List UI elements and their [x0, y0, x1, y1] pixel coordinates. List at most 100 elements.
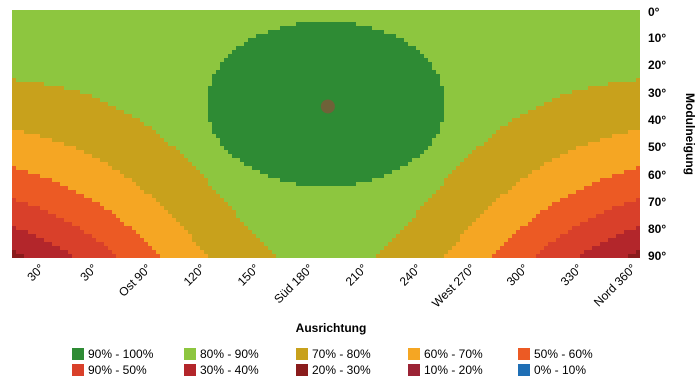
heatmap-cell [92, 166, 97, 171]
heatmap-cell [232, 38, 237, 43]
heatmap-cell [264, 134, 269, 139]
heatmap-cell [48, 86, 53, 91]
heatmap-cell [296, 194, 301, 199]
heatmap-cell [56, 26, 61, 31]
heatmap-cell [276, 118, 281, 123]
heatmap-cell [256, 82, 261, 87]
heatmap-cell [240, 122, 245, 127]
heatmap-cell [16, 86, 21, 91]
heatmap-cell [272, 70, 277, 75]
heatmap-cell [56, 210, 61, 215]
heatmap-cell [292, 98, 297, 103]
heatmap-cell [292, 46, 297, 51]
heatmap-cell [100, 78, 105, 83]
heatmap-cell [180, 230, 185, 235]
heatmap-cell [96, 106, 101, 111]
heatmap-cell [200, 78, 205, 83]
heatmap-cell [224, 86, 229, 91]
heatmap-cell [124, 58, 129, 63]
heatmap-cell [324, 182, 329, 187]
heatmap-cell [320, 38, 325, 43]
heatmap-cell [144, 38, 149, 43]
heatmap-cell [56, 190, 61, 195]
heatmap-cell [244, 138, 249, 143]
heatmap-cell [100, 254, 105, 258]
heatmap-cell [220, 242, 225, 247]
heatmap-cell [324, 118, 329, 123]
heatmap-cell [44, 58, 49, 63]
heatmap-cell [56, 18, 61, 23]
heatmap-cell [56, 66, 61, 71]
heatmap-cell [56, 110, 61, 115]
heatmap-cell [276, 102, 281, 107]
heatmap-cell [316, 134, 321, 139]
heatmap-cell [264, 250, 269, 255]
heatmap-cell [172, 18, 177, 23]
heatmap-cell [288, 146, 293, 151]
heatmap-cell [244, 150, 249, 155]
heatmap-cell [88, 90, 93, 95]
heatmap-cell [312, 174, 317, 179]
heatmap-cell [16, 94, 21, 99]
heatmap-cell [116, 158, 121, 163]
heatmap-cell [76, 198, 81, 203]
heatmap-cell [284, 178, 289, 183]
heatmap-cell [68, 10, 73, 15]
heatmap-cell [148, 154, 153, 159]
heatmap-cell [260, 162, 265, 167]
heatmap-cell [204, 238, 209, 243]
heatmap-cell [120, 238, 125, 243]
heatmap-cell [56, 254, 61, 258]
heatmap-cell [112, 30, 117, 35]
heatmap-cell [260, 110, 265, 115]
heatmap-cell [308, 74, 313, 79]
heatmap-cell [224, 50, 229, 55]
heatmap-cell [244, 34, 249, 39]
heatmap-cell [288, 122, 293, 127]
heatmap-cell [208, 146, 213, 151]
heatmap-cell [92, 90, 97, 95]
heatmap-cell [168, 30, 173, 35]
heatmap-cell [296, 50, 301, 55]
heatmap-cell [248, 174, 253, 179]
heatmap-cell [320, 122, 325, 127]
heatmap-cell [232, 98, 237, 103]
heatmap-cell [100, 102, 105, 107]
heatmap-cell [284, 222, 289, 227]
heatmap-cell [220, 154, 225, 159]
heatmap-cell [80, 10, 85, 15]
heatmap-cell [232, 210, 237, 215]
heatmap-cell [24, 14, 29, 19]
heatmap-cell [212, 18, 217, 23]
heatmap-cell [192, 114, 197, 119]
heatmap-cell [84, 42, 89, 47]
heatmap-cell [36, 114, 41, 119]
heatmap-cell [320, 242, 325, 247]
heatmap-cell [148, 214, 153, 219]
heatmap-cell [244, 46, 249, 51]
heatmap-cell [76, 150, 81, 155]
heatmap-cell [84, 254, 89, 258]
heatmap-cell [328, 38, 333, 43]
heatmap-cell [264, 22, 269, 27]
heatmap-cell [64, 170, 69, 175]
heatmap-cell [180, 122, 185, 127]
heatmap-cell [44, 234, 49, 239]
heatmap-cell [328, 50, 333, 55]
heatmap-cell [60, 94, 65, 99]
heatmap-cell [108, 170, 113, 175]
heatmap-cell [108, 198, 113, 203]
heatmap-cell [168, 70, 173, 75]
heatmap-cell [252, 238, 257, 243]
heatmap-cell [252, 146, 257, 151]
heatmap-cell [264, 98, 269, 103]
heatmap-cell [84, 90, 89, 95]
heatmap-cell [204, 138, 209, 143]
heatmap-cell [252, 34, 257, 39]
heatmap-cell [184, 98, 189, 103]
heatmap-cell [168, 78, 173, 83]
heatmap-cell [80, 174, 85, 179]
heatmap-cell [308, 198, 313, 203]
heatmap-cell [48, 118, 53, 123]
heatmap-cell [68, 254, 73, 258]
